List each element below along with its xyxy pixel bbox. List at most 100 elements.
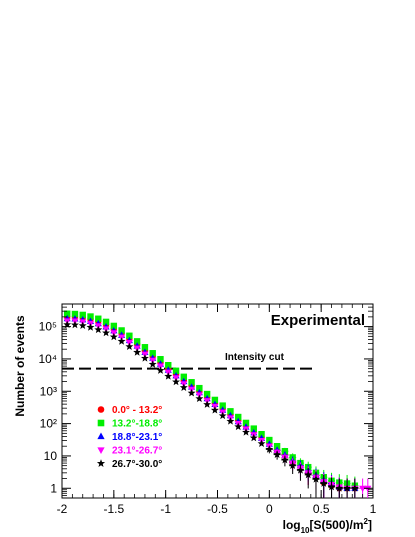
x-label-text: [S(500)/m [310,518,364,532]
data-point [211,396,219,404]
y-tick-label: 1 [50,481,57,495]
data-point [319,479,328,487]
data-point [149,350,156,357]
y-tick-label: 10³ [40,384,57,398]
data-point [235,413,242,421]
x-tick-label: -1.5 [103,502,124,516]
legend-label: 13.2°-18.8° [112,419,162,430]
y-tick-label: 10⁴ [38,352,57,366]
legend-entry-4: 23.1°-26.7° [97,446,162,457]
data-point [350,484,359,492]
data-point [226,417,235,425]
y-tick-label: 10 [44,449,58,463]
data-point [273,443,281,450]
data-point [78,321,87,330]
y-tick-label: 10² [40,417,57,431]
legend-entry-3: 18.8°-23.1° [97,432,162,443]
data-point [242,428,250,436]
data-point [118,327,125,334]
data-point [117,337,126,345]
x-tick-label: 1 [370,502,377,516]
legend-marker [97,419,105,427]
data-point [210,406,219,414]
data-point [195,394,204,403]
data-point [187,388,196,397]
data-point [281,448,289,455]
data-point [296,466,305,474]
data-point [109,332,118,341]
data-point [242,419,250,427]
data-point [304,470,313,479]
legend-entry-5: 26.7°-30.0° [96,459,162,470]
x-tick-label: -2 [57,502,68,516]
x-tick-label: -0.5 [207,502,228,516]
legend-label: 18.8°-23.1° [112,432,162,443]
data-point [203,390,211,398]
data-point [125,342,134,351]
data-point [148,360,157,368]
data-point [71,310,79,318]
x-label-superscript: 2 [364,517,369,526]
data-point [63,310,71,317]
x-axis-label: log10[S(500)/m2] [283,517,372,535]
data-point [180,373,188,381]
annotation-experimental: Experimental [271,312,365,329]
x-label-text: ] [368,518,372,532]
data-point [140,354,149,362]
data-point [234,422,243,431]
data-point [94,325,103,334]
data-point [102,328,111,337]
data-point [126,332,133,339]
legend-label: 23.1°-26.7° [112,446,162,457]
legend-marker [96,459,106,467]
data-point [203,400,212,408]
data-point [172,377,180,386]
x-label-subscript: 10 [301,526,310,535]
data-point [71,320,79,329]
legend-marker [97,432,105,440]
data-point [164,372,173,380]
data-point [141,344,149,351]
data-point [157,356,164,363]
legend-entry-1: 0.0° - 13.2° [97,405,162,416]
legend-marker [97,406,105,413]
data-point [63,320,72,328]
data-point [102,318,110,326]
data-point [219,402,226,409]
x-tick-label: 0 [266,502,273,516]
y-axis-label: Number of events [13,315,27,417]
legend: 0.0° - 13.2° 13.2°-18.8° 18.8°-23.1° 23.1°-… [96,405,162,470]
data-point [258,431,265,438]
data-point [257,439,266,448]
data-point [79,311,86,319]
data-point [250,425,257,432]
data-point [110,322,118,330]
data-point [343,484,352,492]
series-5 [63,320,359,498]
data-point [188,379,195,386]
data-point [133,348,142,356]
data-point [273,450,282,458]
data-point [172,367,180,374]
y-tick-label: 10⁵ [39,320,57,334]
data-point [265,445,274,453]
x-tick-label: 0.5 [313,502,330,516]
legend-entry-2: 13.2°-18.8° [97,419,162,430]
legend-label: 26.7°-30.0° [112,459,162,470]
data-point [165,362,172,369]
data-point [288,461,297,470]
data-point [133,338,141,345]
legend-label: 0.0° - 13.2° [112,405,162,416]
data-point [280,455,289,464]
data-point [335,484,344,492]
data-point [196,384,203,392]
axes: -2 -1.5 -1 -0.5 0 0.5 1 1 10 10² 10³ 10⁴ 10⁵ [38,303,377,516]
x-tick-label: -1 [160,502,171,516]
intensity-cut-label: Intensity cut [225,352,285,363]
data-point [359,485,367,493]
data-marks [63,310,372,498]
data-point [227,408,234,415]
x-label-text: log [283,518,301,532]
